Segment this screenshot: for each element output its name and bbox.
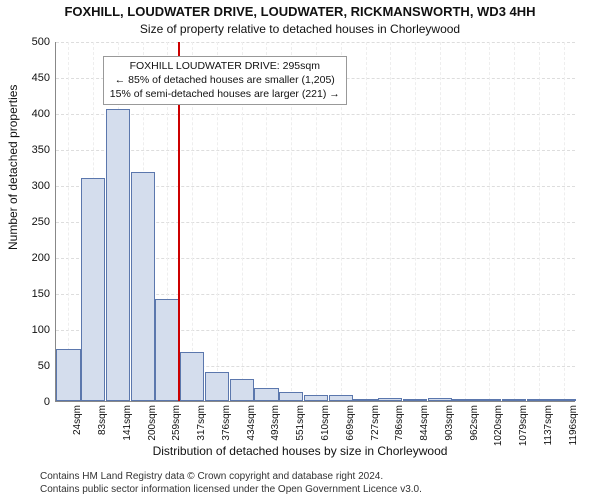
histogram-bar — [502, 399, 526, 401]
histogram-bar — [279, 392, 303, 401]
gridline-v — [465, 42, 466, 401]
plot-area: 05010015020025030035040045050024sqm83sqm… — [55, 42, 575, 402]
chart-title-sub: Size of property relative to detached ho… — [0, 22, 600, 36]
histogram-bar — [131, 172, 155, 401]
annotation-line: ← 85% of detached houses are smaller (1,… — [110, 74, 340, 88]
gridline-v — [564, 42, 565, 401]
x-tick-label: 200sqm — [147, 405, 158, 441]
x-tick-label: 493sqm — [270, 405, 281, 441]
x-tick-label: 24sqm — [72, 405, 83, 435]
gridline-v — [390, 42, 391, 401]
gridline-v — [514, 42, 515, 401]
histogram-bar — [477, 399, 501, 401]
histogram-bar — [452, 399, 476, 401]
annotation-line: 15% of semi-detached houses are larger (… — [110, 88, 340, 102]
footer-line-1: Contains HM Land Registry data © Crown c… — [40, 470, 422, 483]
y-tick-label: 0 — [44, 396, 50, 408]
histogram-bar — [155, 299, 179, 401]
histogram-bar — [353, 399, 377, 401]
histogram-bar — [329, 395, 353, 401]
x-tick-label: 317sqm — [196, 405, 207, 441]
y-tick-label: 500 — [32, 36, 50, 48]
x-tick-label: 844sqm — [419, 405, 430, 441]
y-tick-label: 250 — [32, 216, 50, 228]
y-axis-label: Number of detached properties — [6, 85, 20, 250]
annotation-line: FOXHILL LOUDWATER DRIVE: 295sqm — [110, 60, 340, 74]
footer-line-2: Contains public sector information licen… — [40, 483, 422, 496]
x-tick-label: 83sqm — [97, 405, 108, 435]
x-tick-label: 669sqm — [345, 405, 356, 441]
gridline-v — [366, 42, 367, 401]
x-tick-label: 786sqm — [394, 405, 405, 441]
histogram-bar — [527, 399, 551, 401]
histogram-bar — [106, 109, 130, 401]
histogram-bar — [230, 379, 254, 401]
histogram-bar — [304, 395, 328, 401]
x-tick-label: 1196sqm — [568, 405, 579, 445]
x-tick-label: 259sqm — [171, 405, 182, 441]
x-tick-label: 434sqm — [246, 405, 257, 441]
y-tick-label: 400 — [32, 108, 50, 120]
x-tick-label: 727sqm — [370, 405, 381, 441]
x-tick-label: 551sqm — [295, 405, 306, 441]
histogram-bar — [551, 399, 575, 401]
x-tick-label: 1079sqm — [518, 405, 529, 446]
x-tick-label: 1020sqm — [493, 405, 504, 446]
x-tick-label: 903sqm — [444, 405, 455, 441]
gridline-v — [539, 42, 540, 401]
histogram-bar — [56, 349, 80, 401]
histogram-bar — [378, 398, 402, 401]
y-tick-label: 300 — [32, 180, 50, 192]
gridline-v — [440, 42, 441, 401]
y-tick-label: 200 — [32, 252, 50, 264]
x-tick-label: 376sqm — [221, 405, 232, 441]
histogram-bar — [428, 398, 452, 401]
x-axis-label: Distribution of detached houses by size … — [0, 444, 600, 458]
histogram-bar — [205, 372, 229, 401]
x-tick-label: 141sqm — [122, 405, 133, 441]
footer-attribution: Contains HM Land Registry data © Crown c… — [40, 470, 422, 496]
chart-title-main: FOXHILL, LOUDWATER DRIVE, LOUDWATER, RIC… — [0, 4, 600, 19]
x-tick-label: 962sqm — [469, 405, 480, 441]
y-tick-label: 350 — [32, 144, 50, 156]
gridline-v — [68, 42, 69, 401]
histogram-bar — [180, 352, 204, 401]
annotation-box: FOXHILL LOUDWATER DRIVE: 295sqm← 85% of … — [103, 56, 347, 105]
y-tick-label: 150 — [32, 288, 50, 300]
y-tick-label: 100 — [32, 324, 50, 336]
histogram-bar — [81, 178, 105, 401]
y-tick-label: 450 — [32, 72, 50, 84]
gridline-v — [489, 42, 490, 401]
y-tick-label: 50 — [38, 360, 50, 372]
gridline-v — [415, 42, 416, 401]
histogram-bar — [254, 388, 278, 401]
x-tick-label: 1137sqm — [543, 405, 554, 445]
x-tick-label: 610sqm — [320, 405, 331, 441]
histogram-bar — [403, 399, 427, 401]
